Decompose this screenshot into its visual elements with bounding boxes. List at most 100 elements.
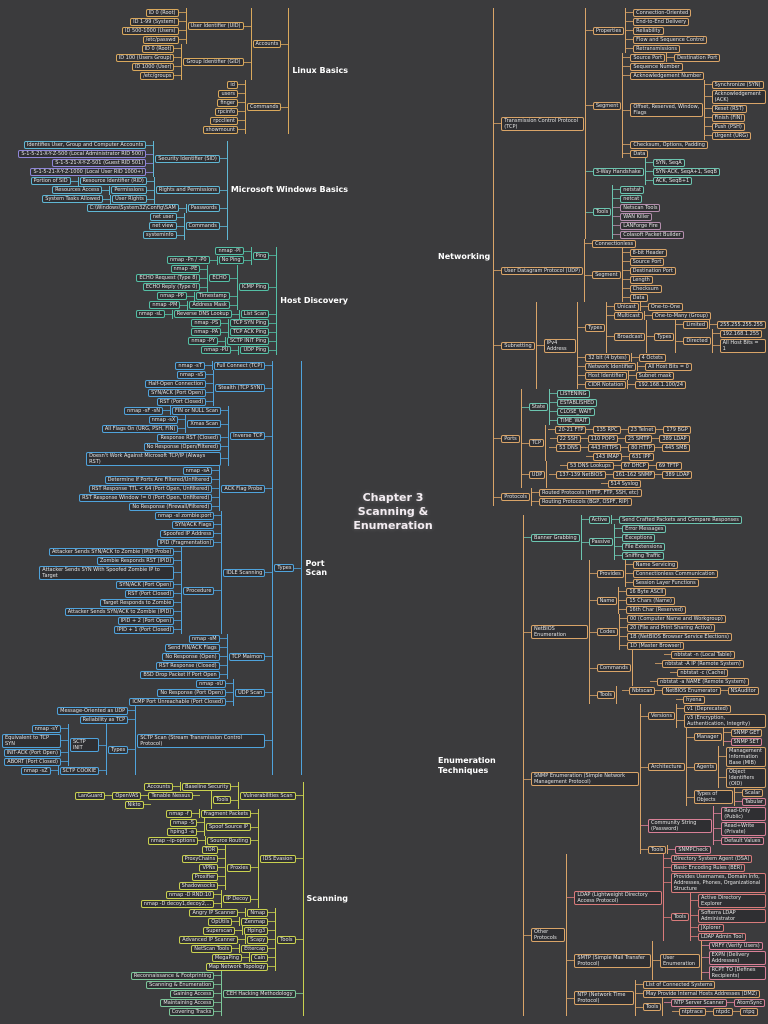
mindmap-node[interactable]: nmap -sF -sN	[124, 406, 163, 415]
mindmap-node[interactable]: Commands	[596, 664, 631, 672]
branch-enumeration-techniques[interactable]: Enumeration Techniques	[438, 755, 496, 775]
mindmap-node[interactable]: 443 HTTPS	[587, 443, 622, 452]
mindmap-node[interactable]: Connectionless	[592, 239, 637, 248]
mindmap-node[interactable]: rpcclient	[210, 116, 238, 125]
mindmap-node[interactable]: Transmission Control Protocol (TCP)	[501, 116, 584, 131]
mindmap-node[interactable]: 4 Octets	[638, 353, 666, 362]
mindmap-node[interactable]: Properties	[592, 26, 625, 35]
mindmap-node[interactable]: Scapy	[247, 935, 269, 944]
mindmap-node[interactable]: Session Layer Functions	[632, 578, 699, 587]
mindmap-node[interactable]: nmap -PS	[191, 319, 222, 327]
mindmap-node[interactable]: users	[218, 89, 238, 98]
mindmap-node[interactable]: Unicast	[614, 302, 639, 311]
mindmap-node[interactable]: Checksum	[629, 284, 662, 293]
mindmap-node[interactable]: 15 Chars (Name)	[626, 596, 675, 605]
mindmap-node[interactable]: SCTP COOKIE	[59, 766, 100, 775]
mindmap-node[interactable]: Zombie Responds RST (IPID)	[97, 556, 175, 565]
mindmap-node[interactable]: ID 1-99 (System)	[130, 17, 179, 26]
mindmap-node[interactable]: Tools	[648, 845, 667, 854]
mindmap-node[interactable]: Tabular	[741, 797, 766, 806]
mindmap-node[interactable]: Name	[596, 596, 618, 605]
mindmap-node[interactable]: 143 IMAP	[592, 452, 622, 461]
branch-port-scan[interactable]: Port Scan	[305, 558, 328, 578]
branch-networking[interactable]: Networking	[438, 252, 491, 262]
mindmap-node[interactable]: Routed Protocols (HTTP, FTP, SSH, etc)	[539, 488, 642, 497]
mindmap-node[interactable]: RCPT TO (Defines Recipients)	[708, 965, 766, 980]
mindmap-node[interactable]: Source Port	[629, 257, 665, 266]
mindmap-node[interactable]: 1B (NetBIOS Browser Service Elections)	[626, 632, 732, 641]
mindmap-node[interactable]: Types	[108, 745, 129, 754]
mindmap-node[interactable]: Read-Only (Public)	[721, 806, 766, 821]
mindmap-node[interactable]: /etc/groups	[140, 71, 175, 80]
mindmap-node[interactable]: 110 POP3	[587, 434, 618, 443]
mindmap-node[interactable]: One-to-Many (Group)	[651, 311, 711, 320]
mindmap-node[interactable]: INIT-ACK (Port Open)	[3, 748, 61, 757]
mindmap-node[interactable]: 135 RPC	[593, 425, 621, 434]
mindmap-node[interactable]: 67 DHCP	[620, 461, 649, 470]
mindmap-node[interactable]: systeminfo	[143, 231, 177, 240]
mindmap-node[interactable]: 3-Way Handshake	[592, 167, 644, 176]
mindmap-node[interactable]: LanGuard	[75, 791, 106, 800]
mindmap-node[interactable]: Fragment Packets	[200, 809, 252, 818]
mindmap-node[interactable]: ACK, SeqB+1	[652, 176, 693, 185]
mindmap-node[interactable]: Attacker Sends SYN/ACK to Zombie (IPID)	[64, 607, 175, 616]
mindmap-node[interactable]: /etc/passwd	[142, 35, 179, 44]
mindmap-node[interactable]: nmap -sS	[176, 370, 207, 379]
mindmap-node[interactable]: 80 HTTP	[628, 443, 655, 452]
mindmap-node[interactable]: NTP Server Scanner	[671, 998, 727, 1007]
mindmap-node[interactable]: Source Port	[630, 53, 666, 62]
mindmap-node[interactable]: SMTP (Simple Mail Transfer Protocol)	[574, 953, 651, 968]
mindmap-node[interactable]: nmap -sT	[175, 361, 205, 370]
mindmap-node[interactable]: IPv4 Address	[543, 338, 577, 353]
mindmap-node[interactable]: Provides	[596, 569, 624, 578]
mindmap-node[interactable]: nmap -PU	[201, 346, 232, 354]
mindmap-node[interactable]: hping3 -a	[167, 827, 197, 836]
mindmap-node[interactable]: 32 bit (4 bytes)	[585, 353, 630, 362]
mindmap-node[interactable]: C:\Windows\System32\Config\SAM	[86, 204, 179, 213]
mindmap-node[interactable]: OpenVAS	[112, 791, 142, 800]
mindmap-node[interactable]: User Rights	[112, 195, 147, 204]
mindmap-node[interactable]: RST (Port Closed)	[156, 397, 207, 406]
mindmap-node[interactable]: ABORT (Port Closed)	[4, 757, 61, 766]
mindmap-node[interactable]: Subnetting	[501, 341, 535, 350]
mindmap-node[interactable]: Spoofed IP Address	[160, 529, 215, 538]
mindmap-node[interactable]: All Host Bits = 1	[719, 338, 766, 353]
mindmap-node[interactable]: nmap -S	[170, 818, 197, 827]
mindmap-node[interactable]: nmap -PI	[215, 247, 244, 255]
mindmap-node[interactable]: Types	[654, 332, 675, 341]
mindmap-node[interactable]: Types of Objects	[693, 790, 733, 804]
mindmap-node[interactable]: Management Information Base (MIB)	[726, 746, 766, 767]
mindmap-node[interactable]: Subnet mask	[635, 371, 675, 380]
branch-host-discovery[interactable]: Host Discovery	[280, 295, 348, 305]
mindmap-node[interactable]: nbtstat -a NAME (Remote System)	[657, 677, 749, 686]
mindmap-node[interactable]: SYN, SeqA	[652, 158, 685, 167]
mindmap-node[interactable]: ID 500-1000 (Users)	[122, 26, 179, 35]
mindmap-node[interactable]: SYN-ACK, SeqA+1, SeqB	[652, 167, 720, 176]
mindmap-node[interactable]: SNMP GET	[730, 728, 763, 737]
mindmap-node[interactable]: ICMP Port Unreachable (Port Closed)	[129, 697, 227, 706]
mindmap-node[interactable]: Length	[629, 275, 653, 284]
mindmap-node[interactable]: SNMP SET	[730, 737, 762, 746]
mindmap-node[interactable]: Source Routing	[207, 836, 252, 845]
mindmap-node[interactable]: net user	[149, 213, 177, 222]
mindmap-node[interactable]: v1 (Deprecated)	[684, 704, 731, 713]
mindmap-node[interactable]: Vulnerabilities Scan	[240, 791, 296, 800]
mindmap-node[interactable]: File Extensions	[622, 542, 666, 551]
mindmap-node[interactable]: Message-Oriented as UDP	[57, 706, 129, 715]
mindmap-node[interactable]: Maintaining Access	[160, 998, 215, 1007]
mindmap-node[interactable]: Codes	[596, 628, 618, 636]
mindmap-node[interactable]: net view	[149, 222, 177, 231]
mindmap-node[interactable]: User Enumeration	[659, 953, 700, 968]
mindmap-node[interactable]: Ports	[501, 434, 520, 443]
mindmap-node[interactable]: nmap -sY	[31, 724, 61, 733]
mindmap-node[interactable]: No Response (Open)	[162, 652, 220, 661]
mindmap-node[interactable]: UDP	[528, 470, 546, 479]
mindmap-node[interactable]: nmap -sU	[196, 679, 227, 688]
mindmap-node[interactable]: Inverse TCP	[230, 432, 266, 441]
mindmap-node[interactable]: All Flags On (URG, PSH, FIN)	[101, 424, 179, 433]
mindmap-node[interactable]: ECHO Request (Type 8)	[136, 274, 201, 282]
mindmap-node[interactable]: nmap -PP	[157, 292, 187, 300]
mindmap-node[interactable]: IP Decoy	[223, 895, 252, 903]
mindmap-node[interactable]: nmap -f	[166, 809, 192, 818]
mindmap-node[interactable]: Shadowsocks	[178, 881, 219, 890]
